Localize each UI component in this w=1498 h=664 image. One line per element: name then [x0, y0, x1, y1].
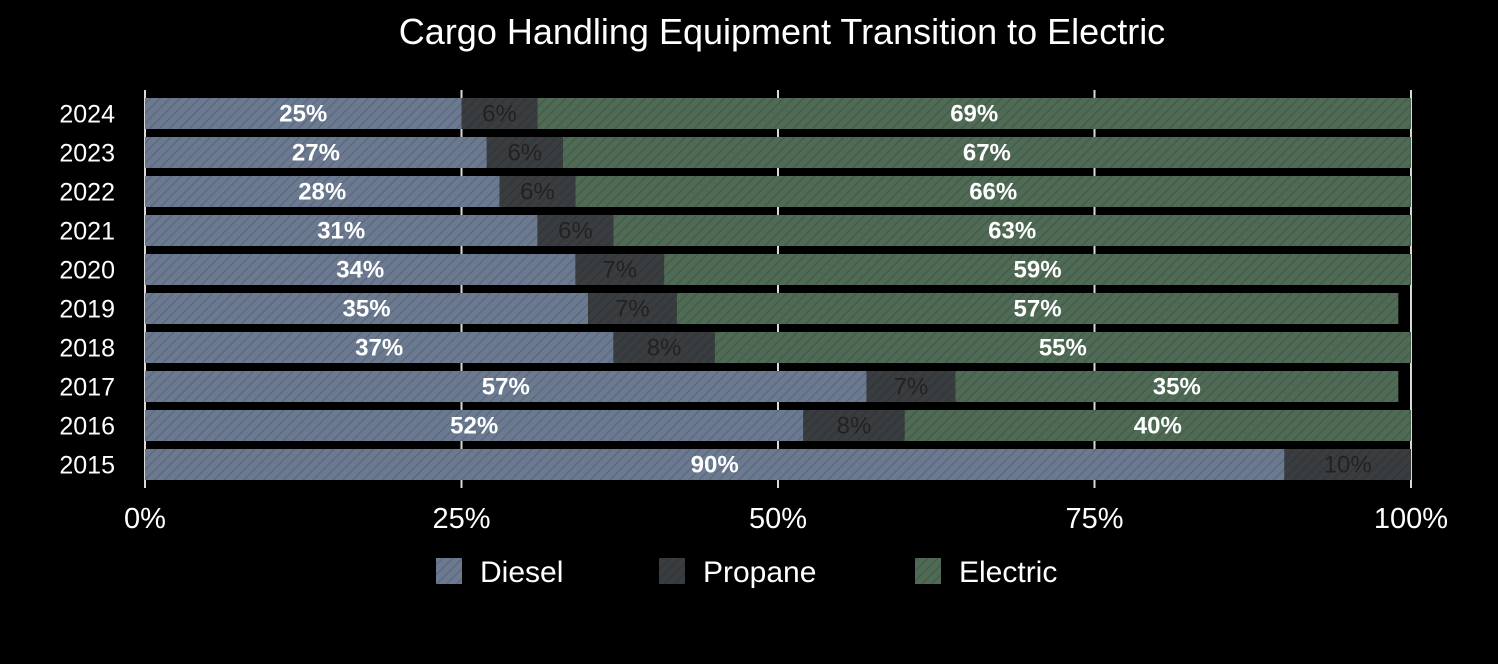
legend-item-electric: Electric — [915, 556, 1057, 589]
legend-label: Propane — [703, 556, 816, 589]
data-label-diesel: 27% — [292, 140, 340, 167]
data-label-propane: 7% — [602, 257, 637, 284]
y-tick-label: 2016 — [59, 413, 115, 441]
data-label-propane: 6% — [558, 218, 593, 245]
bar-texture — [145, 449, 1285, 480]
bar-texture — [904, 410, 1411, 441]
x-axis: 0% 25% 50% 75% 100% — [124, 503, 1448, 535]
bar-texture — [145, 137, 487, 168]
data-label-diesel: 52% — [450, 413, 498, 440]
legend-item-propane: Propane — [659, 556, 816, 589]
bar-texture — [613, 332, 715, 363]
bar-texture — [145, 293, 589, 324]
x-tick-label: 100% — [1374, 503, 1448, 535]
data-label-propane: 6% — [520, 179, 555, 206]
data-label-electric: 69% — [950, 101, 998, 128]
data-label-electric: 35% — [1153, 374, 1201, 401]
bar-texture — [499, 176, 576, 207]
data-label-diesel: 34% — [336, 257, 384, 284]
bar-texture — [145, 371, 867, 402]
data-label-diesel: 31% — [317, 218, 365, 245]
y-tick-label: 2024 — [59, 101, 115, 129]
legend: Diesel Propane Electric — [436, 556, 1057, 589]
legend-swatch-texture — [436, 558, 462, 584]
y-tick-label: 2015 — [59, 452, 115, 480]
data-label-diesel: 90% — [691, 452, 739, 479]
y-tick-label: 2021 — [59, 218, 115, 246]
bar-texture — [575, 254, 665, 285]
bar-texture — [145, 98, 462, 129]
data-label-propane: 6% — [482, 101, 517, 128]
bar-texture — [145, 332, 614, 363]
bar-texture — [676, 293, 1399, 324]
bar-texture — [562, 137, 1411, 168]
x-tick-label: 50% — [749, 503, 807, 535]
bar-texture — [866, 371, 956, 402]
bar-texture — [803, 410, 905, 441]
data-label-diesel: 25% — [279, 101, 327, 128]
data-label-propane: 6% — [507, 140, 542, 167]
y-tick-label: 2020 — [59, 257, 115, 285]
y-axis: 2024 2023 2022 2021 2020 2019 2018 2017 2016 2015 — [59, 101, 115, 480]
legend-label: Electric — [959, 556, 1057, 589]
legend-swatch-texture — [915, 558, 941, 584]
data-label-electric: 66% — [969, 179, 1017, 206]
bar-texture — [588, 293, 677, 324]
bar-texture — [461, 98, 538, 129]
bar-texture — [613, 215, 1411, 246]
bar-texture — [145, 410, 804, 441]
y-tick-label: 2019 — [59, 296, 115, 324]
data-label-diesel: 37% — [355, 335, 403, 362]
bar-texture — [575, 176, 1411, 207]
bar-texture — [145, 176, 500, 207]
chart-title: Cargo Handling Equipment Transition to E… — [399, 11, 1165, 52]
y-tick-label: 2017 — [59, 374, 115, 402]
data-label-electric: 57% — [1014, 296, 1062, 323]
bar-texture — [714, 332, 1411, 363]
data-label-propane: 10% — [1324, 452, 1372, 479]
bar-labels: 25% 6% 69% 27% 6% 67% 28% 6% 66% 31% 6% 63% 34% 7% 59%… — [279, 101, 1371, 479]
y-tick-label: 2022 — [59, 179, 115, 207]
data-label-propane: 7% — [615, 296, 650, 323]
legend-label: Diesel — [480, 556, 563, 589]
bar-texture — [486, 137, 563, 168]
data-label-diesel: 57% — [482, 374, 530, 401]
bar-texture — [537, 98, 1411, 129]
x-tick-label: 0% — [124, 503, 166, 535]
data-label-propane: 7% — [894, 374, 929, 401]
data-label-electric: 59% — [1014, 257, 1062, 284]
bar-texture — [955, 371, 1399, 402]
bar-texture — [537, 215, 614, 246]
x-tick-label: 25% — [432, 503, 490, 535]
y-tick-label: 2023 — [59, 140, 115, 168]
bar-texture — [1284, 449, 1411, 480]
data-label-electric: 63% — [988, 218, 1036, 245]
data-label-propane: 8% — [837, 413, 872, 440]
data-label-diesel: 35% — [343, 296, 391, 323]
data-label-electric: 40% — [1134, 413, 1182, 440]
data-label-electric: 67% — [963, 140, 1011, 167]
data-label-diesel: 28% — [298, 179, 346, 206]
legend-item-diesel: Diesel — [436, 556, 563, 589]
bar-texture — [145, 215, 538, 246]
x-tick-label: 75% — [1065, 503, 1123, 535]
legend-swatch-texture — [659, 558, 685, 584]
bar-texture — [664, 254, 1411, 285]
y-tick-label: 2018 — [59, 335, 115, 363]
data-label-electric: 55% — [1039, 335, 1087, 362]
bar-texture — [145, 254, 576, 285]
data-label-propane: 8% — [647, 335, 682, 362]
bars — [145, 98, 1411, 480]
